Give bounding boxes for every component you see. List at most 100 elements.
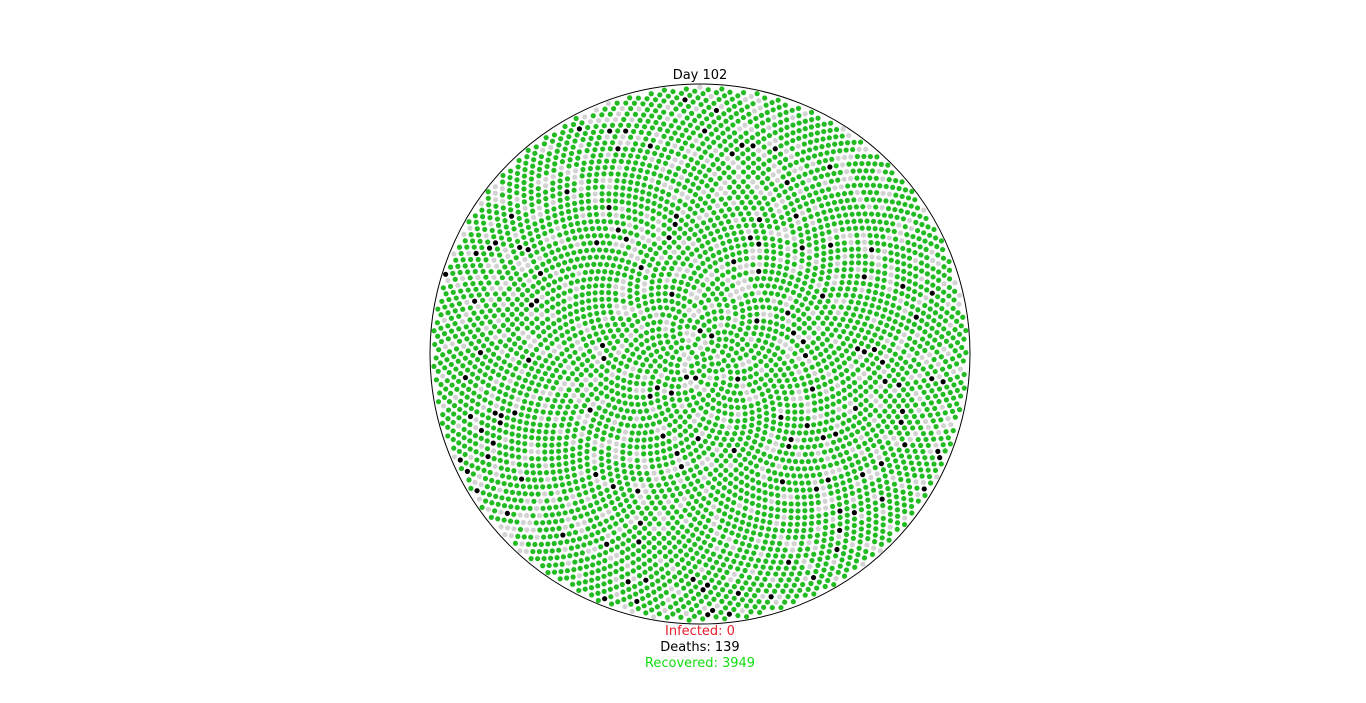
recovered-point bbox=[600, 254, 606, 260]
recovered-point bbox=[618, 485, 625, 492]
recovered-point bbox=[529, 293, 535, 299]
recovered-point bbox=[528, 556, 534, 562]
recovered-point bbox=[802, 118, 808, 124]
recovered-point bbox=[655, 179, 662, 186]
susceptible-point bbox=[746, 358, 752, 365]
recovered-point bbox=[678, 577, 685, 584]
recovered-point bbox=[829, 156, 835, 162]
recovered-point bbox=[682, 154, 688, 160]
recovered-point bbox=[870, 487, 877, 493]
recovered-point bbox=[644, 368, 650, 375]
recovered-point bbox=[928, 400, 935, 406]
recovered-point bbox=[729, 338, 735, 344]
recovered-point bbox=[635, 95, 641, 101]
recovered-point bbox=[733, 539, 739, 545]
susceptible-point bbox=[592, 198, 598, 204]
recovered-point bbox=[754, 276, 760, 282]
recovered-point bbox=[919, 268, 925, 274]
recovered-point bbox=[867, 309, 873, 315]
recovered-point bbox=[688, 451, 694, 457]
recovered-point bbox=[900, 387, 907, 393]
susceptible-point bbox=[879, 205, 885, 211]
recovered-point bbox=[594, 218, 601, 224]
recovered-point bbox=[806, 242, 812, 248]
recovered-point bbox=[580, 284, 586, 291]
recovered-point bbox=[615, 327, 621, 333]
recovered-point bbox=[771, 383, 777, 389]
recovered-point bbox=[791, 582, 797, 588]
recovered-point bbox=[923, 246, 929, 252]
recovered-point bbox=[909, 188, 915, 195]
recovered-point bbox=[956, 353, 962, 359]
recovered-point bbox=[727, 195, 733, 201]
recovered-point bbox=[696, 609, 703, 615]
recovered-point bbox=[731, 558, 737, 565]
recovered-point bbox=[620, 456, 626, 462]
recovered-point bbox=[894, 464, 901, 470]
susceptible-point bbox=[816, 325, 822, 331]
recovered-point bbox=[543, 267, 549, 273]
recovered-point bbox=[584, 247, 590, 254]
recovered-point bbox=[858, 340, 865, 347]
recovered-point bbox=[641, 552, 647, 559]
recovered-point bbox=[748, 598, 754, 604]
recovered-point bbox=[904, 448, 910, 454]
recovered-point bbox=[493, 362, 499, 368]
recovered-point bbox=[603, 503, 609, 509]
recovered-point bbox=[735, 155, 741, 161]
recovered-point bbox=[617, 235, 623, 241]
susceptible-point bbox=[701, 605, 708, 611]
recovered-point bbox=[594, 171, 600, 177]
recovered-point bbox=[850, 351, 857, 357]
recovered-point bbox=[780, 486, 787, 492]
recovered-point bbox=[771, 335, 777, 341]
recovered-point bbox=[749, 416, 755, 422]
susceptible-point bbox=[824, 441, 830, 447]
recovered-point bbox=[537, 527, 543, 533]
recovered-point bbox=[798, 232, 804, 238]
recovered-point bbox=[613, 184, 619, 190]
recovered-point bbox=[867, 281, 873, 288]
recovered-point bbox=[695, 265, 701, 271]
recovered-point bbox=[911, 296, 917, 302]
recovered-point bbox=[812, 265, 819, 271]
recovered-point bbox=[922, 302, 928, 309]
population-points bbox=[431, 84, 969, 623]
recovered-point bbox=[824, 150, 830, 156]
recovered-point bbox=[954, 374, 960, 380]
recovered-point bbox=[535, 556, 541, 562]
recovered-point bbox=[928, 241, 934, 247]
recovered-point bbox=[657, 114, 663, 120]
recovered-point bbox=[710, 440, 716, 447]
susceptible-point bbox=[534, 534, 540, 540]
recovered-point bbox=[518, 311, 525, 317]
recovered-point bbox=[760, 518, 766, 524]
recovered-point bbox=[435, 368, 441, 374]
recovered-point bbox=[626, 586, 632, 592]
susceptible-point bbox=[600, 512, 606, 518]
recovered-point bbox=[837, 148, 843, 154]
recovered-point bbox=[747, 374, 754, 380]
recovered-point bbox=[458, 351, 464, 357]
recovered-point bbox=[688, 568, 694, 575]
recovered-point bbox=[500, 322, 506, 328]
recovered-point bbox=[760, 545, 766, 551]
recovered-point bbox=[491, 313, 497, 319]
recovered-point bbox=[573, 294, 579, 300]
recovered-point bbox=[530, 208, 536, 214]
recovered-point bbox=[718, 609, 724, 616]
recovered-point bbox=[433, 355, 439, 361]
recovered-point bbox=[672, 171, 679, 178]
dead-point bbox=[517, 244, 523, 251]
recovered-point bbox=[799, 480, 805, 486]
susceptible-point bbox=[939, 404, 945, 410]
recovered-point bbox=[596, 158, 602, 165]
recovered-point bbox=[599, 468, 606, 474]
recovered-point bbox=[536, 173, 542, 179]
recovered-point bbox=[508, 207, 514, 213]
recovered-point bbox=[577, 457, 583, 463]
recovered-point bbox=[672, 544, 678, 550]
recovered-point bbox=[782, 102, 788, 108]
recovered-point bbox=[693, 175, 699, 181]
recovered-point bbox=[719, 151, 725, 158]
